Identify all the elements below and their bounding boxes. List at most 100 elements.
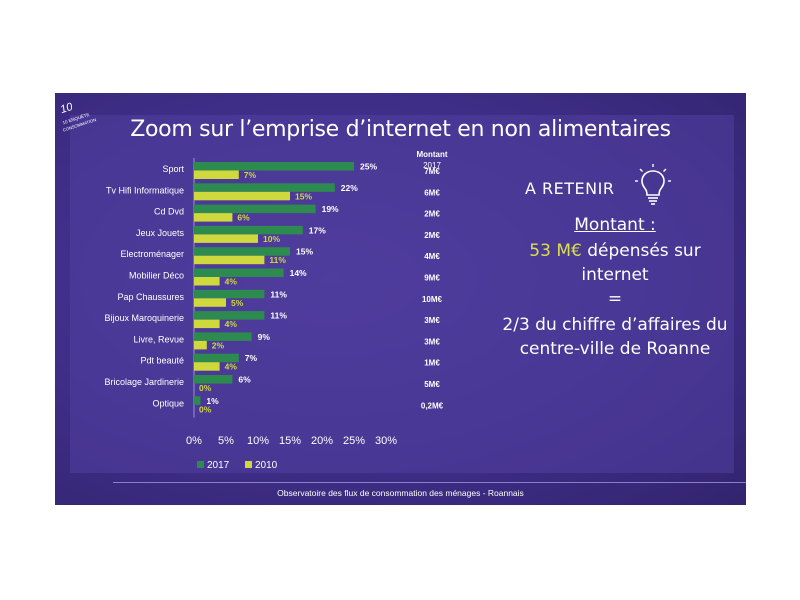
equals-line: = <box>607 289 623 309</box>
bar-2017 <box>194 204 316 214</box>
montant-value: 5M€ <box>424 380 440 389</box>
category-label: Electroménager <box>120 249 184 259</box>
montant-value: 0,2M€ <box>421 401 444 410</box>
x-tick-label: 25% <box>343 435 365 447</box>
x-tick-label: 15% <box>279 435 301 447</box>
montant-label: Montant : <box>574 215 656 235</box>
bar-2017 <box>194 311 265 320</box>
internet-line: internet <box>581 265 649 285</box>
x-tick-label: 0% <box>186 435 202 447</box>
data-label-2017: 11% <box>270 289 287 299</box>
category-label: Bijoux Maroquinerie <box>104 313 184 323</box>
data-label-2017: 22% <box>341 183 358 193</box>
montant-value: 10M€ <box>422 295 443 304</box>
data-label-2010: 2% <box>212 340 225 350</box>
montant-value: 2M€ <box>424 210 440 219</box>
data-label-2010: 7% <box>244 170 257 180</box>
data-label-2010: 4% <box>225 319 238 329</box>
lightbulb-icon <box>635 164 671 205</box>
bar-chart: Sport 25% 7% 7M€ Tv Hifi Informatique 22% 15% 6… <box>104 150 447 471</box>
montant-header: Montant <box>416 150 447 159</box>
x-tick-label: 10% <box>247 435 269 447</box>
amount-value: 53 M€ <box>529 241 582 261</box>
footer-divider <box>113 482 746 483</box>
legend-swatch-2017 <box>197 461 204 468</box>
data-label-2010: 11% <box>269 255 286 265</box>
bar-2017 <box>194 268 284 277</box>
montant-value: 3M€ <box>424 316 440 325</box>
bar-2010 <box>194 191 290 201</box>
data-label-2010: 4% <box>225 277 238 287</box>
data-label-2017: 15% <box>296 247 313 257</box>
bar-2017 <box>194 183 335 192</box>
category-label: Pap Chaussures <box>117 292 184 302</box>
retenir-heading: A RETENIR <box>525 179 615 198</box>
bar-2010 <box>194 255 265 265</box>
category-label: Livre, Revue <box>133 334 184 344</box>
bar-2010 <box>194 170 239 179</box>
svg-text:10: 10 <box>59 101 75 116</box>
category-label: Jeux Jouets <box>136 228 185 238</box>
data-label-2010: 6% <box>237 213 250 223</box>
enquete-logo: 10 10 ENQUÊTE CONSOMMATION <box>59 101 97 133</box>
bar-2010 <box>194 362 220 371</box>
bar-2010 <box>194 340 207 350</box>
category-label: Sport <box>162 164 184 174</box>
bar-2017 <box>194 353 239 363</box>
data-label-2010: 0% <box>199 383 212 393</box>
category-label: Bricolage Jardinerie <box>104 377 184 387</box>
x-tick-label: 20% <box>311 435 333 447</box>
amount-line: 53 M€ dépensés sur <box>485 241 745 261</box>
category-label: Cd Dvd <box>154 207 184 217</box>
legend-label-2010: 2010 <box>255 460 278 471</box>
data-label-2017: 11% <box>270 311 287 321</box>
bar-2010 <box>194 319 220 329</box>
montant-value: 4M€ <box>424 252 440 261</box>
legend-label-2017: 2017 <box>207 460 230 471</box>
x-tick-label: 5% <box>218 435 234 447</box>
data-label-2017: 17% <box>309 225 326 235</box>
bar-2017 <box>194 332 252 341</box>
data-label-2017: 6% <box>238 375 251 385</box>
montant-value: 9M€ <box>424 274 440 283</box>
data-label-2010: 10% <box>263 234 280 244</box>
montant-value: 6M€ <box>424 188 440 197</box>
data-label-2017: 1% <box>206 396 219 406</box>
bar-2017 <box>194 396 201 405</box>
data-label-2010: 4% <box>225 362 238 372</box>
data-label-2017: 14% <box>290 268 307 278</box>
legend-swatch-2010 <box>245 461 252 468</box>
montant-value: 1M€ <box>424 359 440 368</box>
amount-line-rest: dépensés sur <box>581 241 701 261</box>
data-label-2017: 9% <box>258 332 271 342</box>
category-label: Optique <box>152 398 184 408</box>
bar-2010 <box>194 298 226 307</box>
bar-2010 <box>194 234 258 243</box>
footer-source: Observatoire des flux de consommation de… <box>277 488 524 498</box>
montant-value: 7M€ <box>424 167 440 176</box>
page-title: Zoom sur l’emprise d’internet en non ali… <box>130 117 671 142</box>
city-line: centre-ville de Roanne <box>519 339 711 359</box>
bar-2017 <box>194 247 290 256</box>
data-label-2017: 25% <box>360 162 377 172</box>
bar-2017 <box>194 289 265 299</box>
montant-header-year: 2017 <box>423 161 441 170</box>
category-label: Tv Hifi Informatique <box>106 185 184 195</box>
montant-value: 3M€ <box>424 337 440 346</box>
bar-2017 <box>194 375 233 384</box>
data-label-2017: 7% <box>245 353 258 363</box>
share-line: 2/3 du chiffre d’affaires du <box>502 315 728 335</box>
bar-2017 <box>194 225 303 235</box>
bar-2010 <box>194 277 220 286</box>
data-label-2010: 15% <box>295 191 312 201</box>
category-label: Pdt beauté <box>140 356 184 366</box>
category-label: Mobilier Déco <box>129 271 184 281</box>
x-tick-label: 30% <box>375 435 397 447</box>
montant-value: 2M€ <box>424 231 440 240</box>
data-label-2010: 5% <box>231 298 244 308</box>
bar-2017 <box>194 162 354 171</box>
data-label-2010: 0% <box>199 404 212 414</box>
data-label-2017: 19% <box>322 204 339 214</box>
slide: 10 10 ENQUÊTE CONSOMMATION Zoom sur l’em… <box>55 93 746 505</box>
bar-2010 <box>194 213 233 222</box>
